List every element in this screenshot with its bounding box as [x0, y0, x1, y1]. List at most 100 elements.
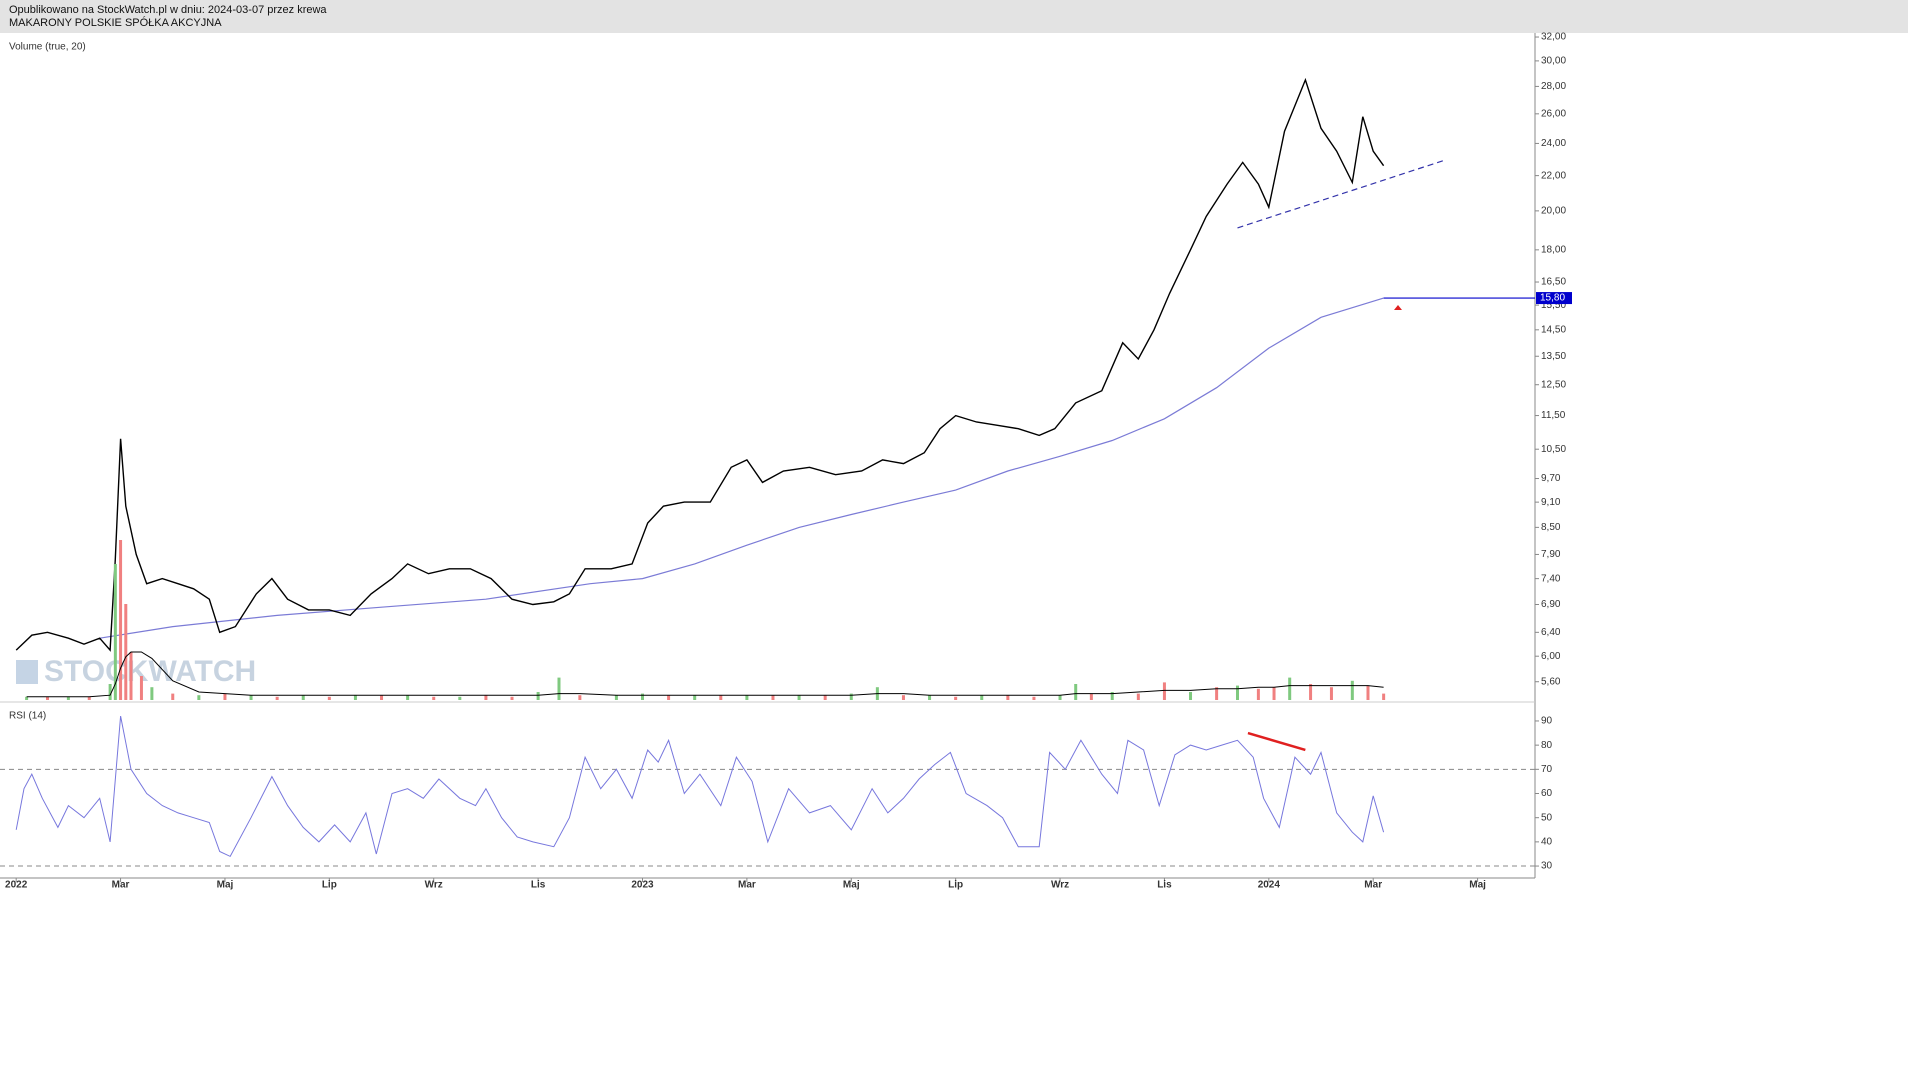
volume-bar: [1382, 693, 1386, 700]
volume-bar: [719, 695, 723, 700]
volume-bar: [745, 695, 749, 700]
volume-bar: [353, 695, 357, 700]
y-tick-label: 9,70: [1541, 473, 1561, 484]
y-tick-label: 15,50: [1541, 300, 1566, 311]
volume-bar: [150, 687, 154, 700]
volume-bar: [1089, 693, 1093, 700]
y-tick-label: 11,50: [1541, 410, 1566, 421]
volume-bar: [1162, 682, 1166, 700]
volume-bar: [1110, 692, 1114, 700]
y-tick-label: 5,60: [1541, 676, 1561, 687]
level-label: 15,80: [1540, 293, 1565, 304]
volume-bar: [797, 695, 801, 700]
volume-bar: [1350, 680, 1354, 700]
x-tick-label: Mar: [112, 880, 130, 891]
volume-bar: [1032, 696, 1036, 700]
y-tick-label: 8,50: [1541, 522, 1561, 533]
y-tick-label: 18,00: [1541, 244, 1566, 255]
volume-bar: [1058, 695, 1062, 700]
x-tick-label: Wrz: [425, 880, 443, 891]
volume-bar: [1256, 688, 1260, 700]
y-tick-label: 9,10: [1541, 497, 1561, 508]
y-tick-label: 70: [1541, 764, 1553, 775]
volume-bar: [1366, 685, 1370, 700]
volume-bar: [1329, 687, 1333, 700]
volume-bar: [380, 695, 384, 700]
volume-bar: [823, 695, 827, 700]
y-tick-label: 16,50: [1541, 277, 1566, 288]
y-tick-label: 90: [1541, 716, 1553, 727]
volume-bar: [223, 693, 227, 700]
y-tick-label: 32,00: [1541, 32, 1566, 43]
volume-bar: [954, 696, 958, 700]
y-tick-label: 20,00: [1541, 206, 1566, 217]
volume-bar: [667, 695, 671, 700]
volume-bar: [458, 696, 462, 700]
volume-bar: [1189, 692, 1193, 700]
volume-bar: [980, 695, 984, 700]
y-tick-label: 24,00: [1541, 138, 1566, 149]
x-tick-label: 2024: [1258, 880, 1281, 891]
y-tick-label: 60: [1541, 788, 1553, 799]
volume-bar: [275, 696, 279, 700]
x-tick-label: Wrz: [1051, 880, 1069, 891]
x-tick-label: Mar: [738, 880, 756, 891]
volume-bar: [557, 677, 561, 700]
y-tick-label: 6,40: [1541, 627, 1561, 638]
volume-bar: [536, 692, 540, 700]
x-tick-label: Maj: [843, 880, 860, 891]
volume-bar: [1288, 677, 1292, 700]
moving-average: [99, 297, 1384, 639]
volume-bar: [249, 695, 253, 700]
volume-bar: [171, 693, 175, 700]
volume-bar: [928, 695, 932, 700]
y-tick-label: 50: [1541, 812, 1553, 823]
panel-title: Volume (true, 20): [9, 42, 86, 53]
signal-marker: [1394, 305, 1402, 310]
volume-bar: [406, 695, 410, 700]
volume-bar: [1215, 687, 1219, 700]
volume-bar: [66, 696, 70, 700]
volume-bar: [1235, 685, 1239, 700]
volume-bar: [771, 695, 775, 700]
x-tick-label: Maj: [217, 880, 234, 891]
x-tick-label: 2022: [5, 880, 28, 891]
y-tick-label: 40: [1541, 837, 1553, 848]
price-line: [15, 77, 1385, 652]
trendline: [1247, 731, 1306, 752]
volume-bar: [129, 652, 133, 700]
x-tick-label: Lis: [531, 880, 546, 891]
y-tick-label: 7,40: [1541, 573, 1561, 584]
volume-bar: [614, 695, 618, 700]
volume-bar: [87, 696, 91, 700]
y-tick-label: 30,00: [1541, 56, 1566, 67]
volume-bar: [108, 684, 112, 700]
y-tick-label: 6,00: [1541, 651, 1561, 662]
volume-bar: [578, 695, 582, 700]
y-tick-label: 12,50: [1541, 379, 1566, 390]
trendline: [1237, 159, 1447, 229]
watermark-icon: [16, 660, 38, 684]
volume-bar: [113, 564, 117, 700]
x-tick-label: Lip: [948, 880, 963, 891]
volume-bar: [301, 695, 305, 700]
company-name: MAKARONY POLSKIE SPÓŁKA AKCYJNA: [9, 17, 222, 29]
volume-bar: [432, 696, 436, 700]
volume-bar: [124, 604, 128, 700]
volume-bar: [197, 695, 201, 700]
x-tick-label: Mar: [1364, 880, 1382, 891]
y-tick-label: 80: [1541, 740, 1553, 751]
volume-bar: [849, 693, 853, 700]
volume-bar: [45, 696, 49, 700]
y-tick-label: 7,90: [1541, 549, 1561, 560]
volume-bar: [901, 695, 905, 700]
panel-title: RSI (14): [9, 711, 46, 722]
volume-bar: [510, 696, 514, 700]
volume-bar: [640, 693, 644, 700]
volume-bar: [1006, 695, 1010, 700]
volume-bar: [327, 696, 331, 700]
volume-bar: [1074, 684, 1078, 700]
volume-bar: [693, 695, 697, 700]
